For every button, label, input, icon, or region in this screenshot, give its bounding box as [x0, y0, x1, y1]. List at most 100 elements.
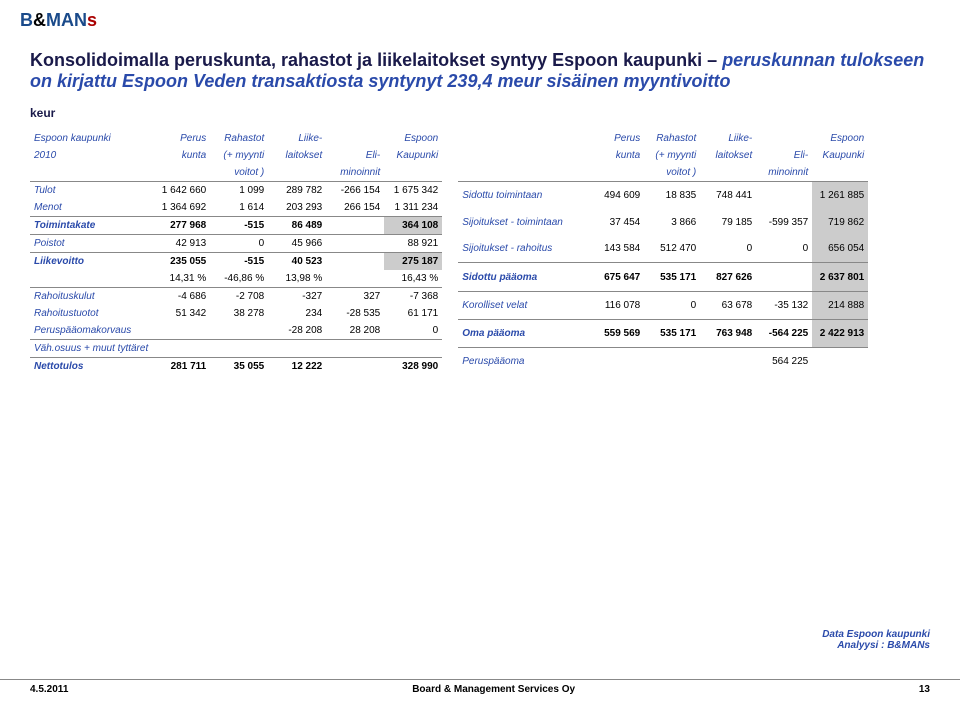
cell-value: 143 584 [588, 236, 644, 263]
row-label: Tulot [30, 182, 152, 200]
col-header: Perus [152, 130, 210, 147]
slide-footer: 4.5.2011 Board & Management Services Oy … [0, 679, 960, 695]
row-label: Liikevoitto [30, 253, 152, 271]
cell-value: -7 368 [384, 288, 442, 306]
data-credit: Data Espoon kaupunki Analyysi : B&MANs [822, 629, 930, 651]
cell-value: 2 637 801 [812, 263, 868, 291]
cell-value [152, 340, 210, 358]
col-header [326, 130, 384, 147]
cell-value: 535 171 [644, 263, 700, 291]
row-label: Peruspääoma [458, 348, 588, 376]
row-label: Väh.osuus + muut tyttäret [30, 340, 152, 358]
cell-value: 719 862 [812, 209, 868, 236]
col-header: Espoon [812, 130, 868, 147]
cell-value: 1 675 342 [384, 182, 442, 200]
table-row: 14,31 %-46,86 %13,98 %16,43 % [30, 270, 442, 288]
col-header: laitokset [268, 147, 326, 164]
col-header: minoinnit [756, 164, 812, 182]
footer-page: 13 [919, 684, 930, 695]
col-header: 2010 [30, 147, 152, 164]
table-row: Korolliset velat116 078063 678-35 132214… [458, 291, 868, 319]
cell-value: 35 055 [210, 358, 268, 376]
cell-value: -327 [268, 288, 326, 306]
cell-value: 494 609 [588, 182, 644, 209]
cell-value: 275 187 [384, 253, 442, 271]
cell-value: 266 154 [326, 199, 384, 217]
row-label [30, 270, 152, 288]
cell-value: 0 [210, 235, 268, 253]
cell-value: 88 921 [384, 235, 442, 253]
cell-value [210, 340, 268, 358]
cell-value [812, 348, 868, 376]
col-header: voitot ) [644, 164, 700, 182]
row-label: Rahoituskulut [30, 288, 152, 306]
col-header: laitokset [700, 147, 756, 164]
cell-value: -28 535 [326, 305, 384, 322]
cell-value: 16,43 % [384, 270, 442, 288]
cell-value: -2 708 [210, 288, 268, 306]
col-header: Liike- [700, 130, 756, 147]
col-header: (+ myynti [644, 147, 700, 164]
cell-value [326, 358, 384, 376]
credit-line-2: Analyysi : B&MANs [822, 640, 930, 651]
cell-value: 364 108 [384, 217, 442, 235]
table-row: Poistot42 913045 96688 921 [30, 235, 442, 253]
row-label: Peruspääomakorvaus [30, 322, 152, 340]
cell-value: 79 185 [700, 209, 756, 236]
cell-value: 18 835 [644, 182, 700, 209]
cell-value: -515 [210, 253, 268, 271]
cell-value: -564 225 [756, 319, 812, 347]
row-label: Rahoitustuotot [30, 305, 152, 322]
col-header: Espoon kaupunki [30, 130, 152, 147]
cell-value [700, 348, 756, 376]
unit-label: keur [30, 106, 930, 120]
cell-value: 827 626 [700, 263, 756, 291]
row-label: Oma pääoma [458, 319, 588, 347]
table-row: Oma pääoma559 569535 171763 948-564 2252… [458, 319, 868, 347]
cell-value: 37 454 [588, 209, 644, 236]
cell-value: 559 569 [588, 319, 644, 347]
row-label: Menot [30, 199, 152, 217]
table-row: Tulot1 642 6601 099289 782-266 1541 675 … [30, 182, 442, 200]
title-text-a: Konsolidoimalla peruskunta, rahastot ja … [30, 50, 722, 70]
cell-value: 281 711 [152, 358, 210, 376]
footer-org: Board & Management Services Oy [412, 684, 575, 695]
cell-value [326, 217, 384, 235]
cell-value: 42 913 [152, 235, 210, 253]
cell-value: 1 099 [210, 182, 268, 200]
table-row: Rahoitustuotot51 34238 278234-28 53561 1… [30, 305, 442, 322]
cell-value: -599 357 [756, 209, 812, 236]
col-header [152, 164, 210, 182]
col-header: minoinnit [326, 164, 384, 182]
cell-value: 63 678 [700, 291, 756, 319]
cell-value: -46,86 % [210, 270, 268, 288]
cell-value: 1 642 660 [152, 182, 210, 200]
cell-value: 535 171 [644, 319, 700, 347]
cell-value [756, 263, 812, 291]
table-row: Toimintakate277 968-51586 489364 108 [30, 217, 442, 235]
cell-value: -35 132 [756, 291, 812, 319]
cell-value [268, 340, 326, 358]
row-label: Nettotulos [30, 358, 152, 376]
cell-value: 40 523 [268, 253, 326, 271]
cell-value: 13,98 % [268, 270, 326, 288]
footer-date: 4.5.2011 [30, 684, 68, 695]
row-label: Sijoitukset - rahoitus [458, 236, 588, 263]
cell-value: 0 [700, 236, 756, 263]
col-header [268, 164, 326, 182]
row-label: Sidottu toimintaan [458, 182, 588, 209]
table-row: Sidottu toimintaan494 60918 835748 4411 … [458, 182, 868, 209]
table-row: Sidottu pääoma675 647535 171827 6262 637… [458, 263, 868, 291]
cell-value: 289 782 [268, 182, 326, 200]
col-header: Kaupunki [384, 147, 442, 164]
col-header [458, 164, 588, 182]
cell-value: -28 208 [268, 322, 326, 340]
cell-value: 234 [268, 305, 326, 322]
cell-value: 328 990 [384, 358, 442, 376]
cell-value [756, 182, 812, 209]
cell-value [644, 348, 700, 376]
table-row: Peruspääoma564 225 [458, 348, 868, 376]
col-header: Rahastot [210, 130, 268, 147]
income-statement-table: Espoon kaupunkiPerusRahastotLiike-Espoon… [30, 130, 442, 375]
balance-table: PerusRahastotLiike-Espoonkunta(+ myyntil… [458, 130, 868, 375]
